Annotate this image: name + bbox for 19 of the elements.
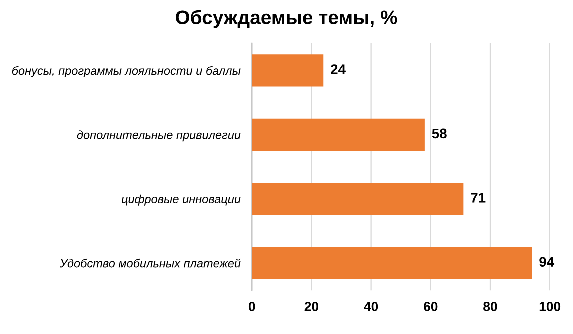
- data-label: 71: [471, 193, 486, 203]
- y-tick-label: дополнительные привилегии: [77, 130, 241, 142]
- x-tick-label: 20: [304, 302, 319, 312]
- y-tick-label: Удобство мобильных платежей: [60, 258, 241, 268]
- data-label: 94: [540, 257, 555, 268]
- x-tick-label: 40: [364, 302, 378, 312]
- x-tick-label: 80: [484, 302, 498, 312]
- x-tick-label: 100: [540, 302, 561, 312]
- bar: [252, 118, 425, 151]
- x-tick-label: 0: [248, 302, 256, 312]
- bar: [252, 247, 532, 280]
- bar: [252, 183, 464, 216]
- y-tick-label: цифровые инновации: [122, 194, 241, 206]
- data-label: 24: [331, 64, 346, 74]
- bar: [252, 54, 324, 87]
- data-label: 58: [432, 128, 447, 139]
- chart-title: Обсуждаемые темы, %: [176, 10, 398, 28]
- x-tick-label: 60: [424, 302, 438, 312]
- y-tick-label: бонусы, программы лояльности и баллы: [12, 66, 241, 78]
